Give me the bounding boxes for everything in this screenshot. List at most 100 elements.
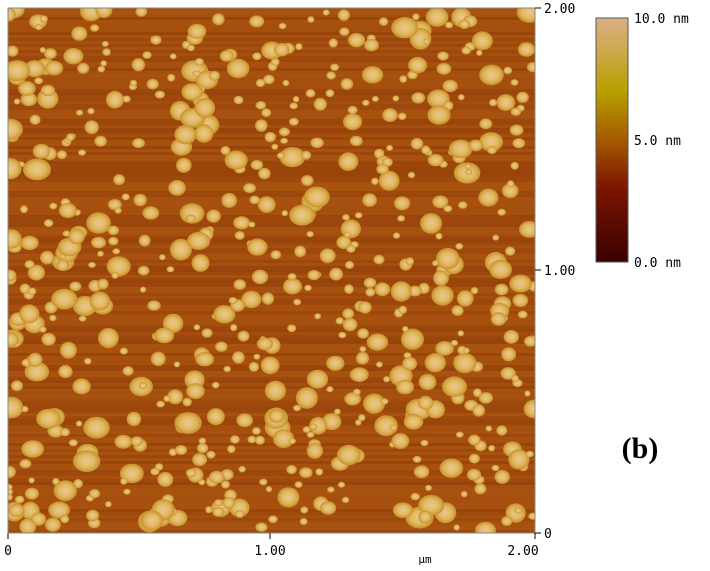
grain [468, 434, 481, 446]
grain [292, 404, 302, 412]
grain [453, 353, 477, 374]
scan-line [8, 230, 535, 233]
grain [137, 265, 150, 276]
grain [472, 31, 493, 51]
grain [347, 105, 358, 115]
grain [192, 453, 208, 467]
grain [119, 347, 128, 355]
scan-line [8, 170, 535, 173]
grain [83, 416, 110, 439]
grain [263, 74, 275, 85]
scan-line [8, 83, 535, 86]
grain [405, 257, 415, 266]
grain [396, 379, 415, 395]
grain [403, 413, 424, 430]
grain [363, 393, 386, 414]
grain [349, 367, 369, 383]
grain [24, 260, 35, 269]
grain [421, 145, 431, 155]
scan-line [8, 404, 535, 407]
grain [167, 389, 184, 405]
grain [71, 26, 88, 41]
grain [461, 46, 472, 55]
grain [8, 332, 19, 347]
scan-line [8, 308, 535, 311]
grain [8, 504, 25, 517]
scan-line [8, 314, 535, 317]
scan-line [8, 215, 535, 218]
grain [252, 52, 262, 61]
grain [516, 91, 529, 103]
grain [281, 210, 288, 217]
grain [163, 395, 171, 403]
grain [198, 437, 207, 445]
grain [27, 352, 43, 367]
grain [374, 282, 391, 297]
scan-line [8, 374, 535, 377]
grain [410, 137, 424, 150]
grain [252, 427, 261, 435]
grain [8, 493, 13, 501]
grain [135, 8, 148, 17]
scan-line [8, 227, 535, 230]
grain [435, 232, 443, 240]
grain [72, 450, 101, 473]
grain [408, 56, 428, 74]
grain [379, 17, 389, 26]
grain [458, 19, 470, 30]
scan-line [8, 11, 535, 14]
grain [212, 507, 225, 517]
grain [271, 57, 280, 66]
grain [488, 445, 495, 452]
grain [156, 400, 165, 408]
grain [260, 356, 280, 375]
grain [60, 428, 70, 437]
grain [283, 278, 302, 295]
grain [226, 58, 250, 79]
grain [58, 202, 77, 219]
grain [60, 514, 70, 524]
grain [418, 494, 445, 516]
grain [97, 65, 106, 73]
grain [90, 24, 100, 32]
grain [460, 490, 468, 498]
scan-line [8, 458, 535, 461]
y-tick-label: 0 [544, 527, 552, 542]
grain [35, 24, 43, 31]
grain [478, 392, 493, 404]
grain [309, 423, 318, 430]
scan-line [8, 320, 535, 323]
grain [230, 435, 240, 444]
grain [194, 97, 216, 118]
grain [524, 390, 531, 397]
scan-line [8, 275, 535, 278]
grain [304, 284, 312, 292]
grain [412, 455, 422, 463]
grain [233, 216, 251, 230]
grain [56, 259, 69, 271]
grain [386, 144, 393, 151]
grain [236, 413, 253, 428]
grain [227, 445, 236, 454]
scan-line [8, 290, 535, 293]
grain [315, 468, 324, 476]
scan-line [8, 86, 535, 89]
scan-line [8, 71, 535, 74]
grain [501, 347, 517, 362]
grain [221, 480, 230, 489]
grain [105, 501, 112, 508]
grain [205, 506, 213, 514]
grain [306, 369, 329, 389]
grain [402, 356, 418, 371]
scan-line [8, 272, 535, 275]
grain [78, 315, 87, 322]
scan-line [8, 437, 535, 440]
grain [349, 135, 363, 147]
grain [237, 330, 250, 342]
grain [56, 150, 67, 160]
grain [507, 180, 515, 188]
grain [256, 337, 274, 351]
grain [397, 215, 406, 222]
grain [491, 464, 500, 472]
grain [280, 137, 288, 144]
